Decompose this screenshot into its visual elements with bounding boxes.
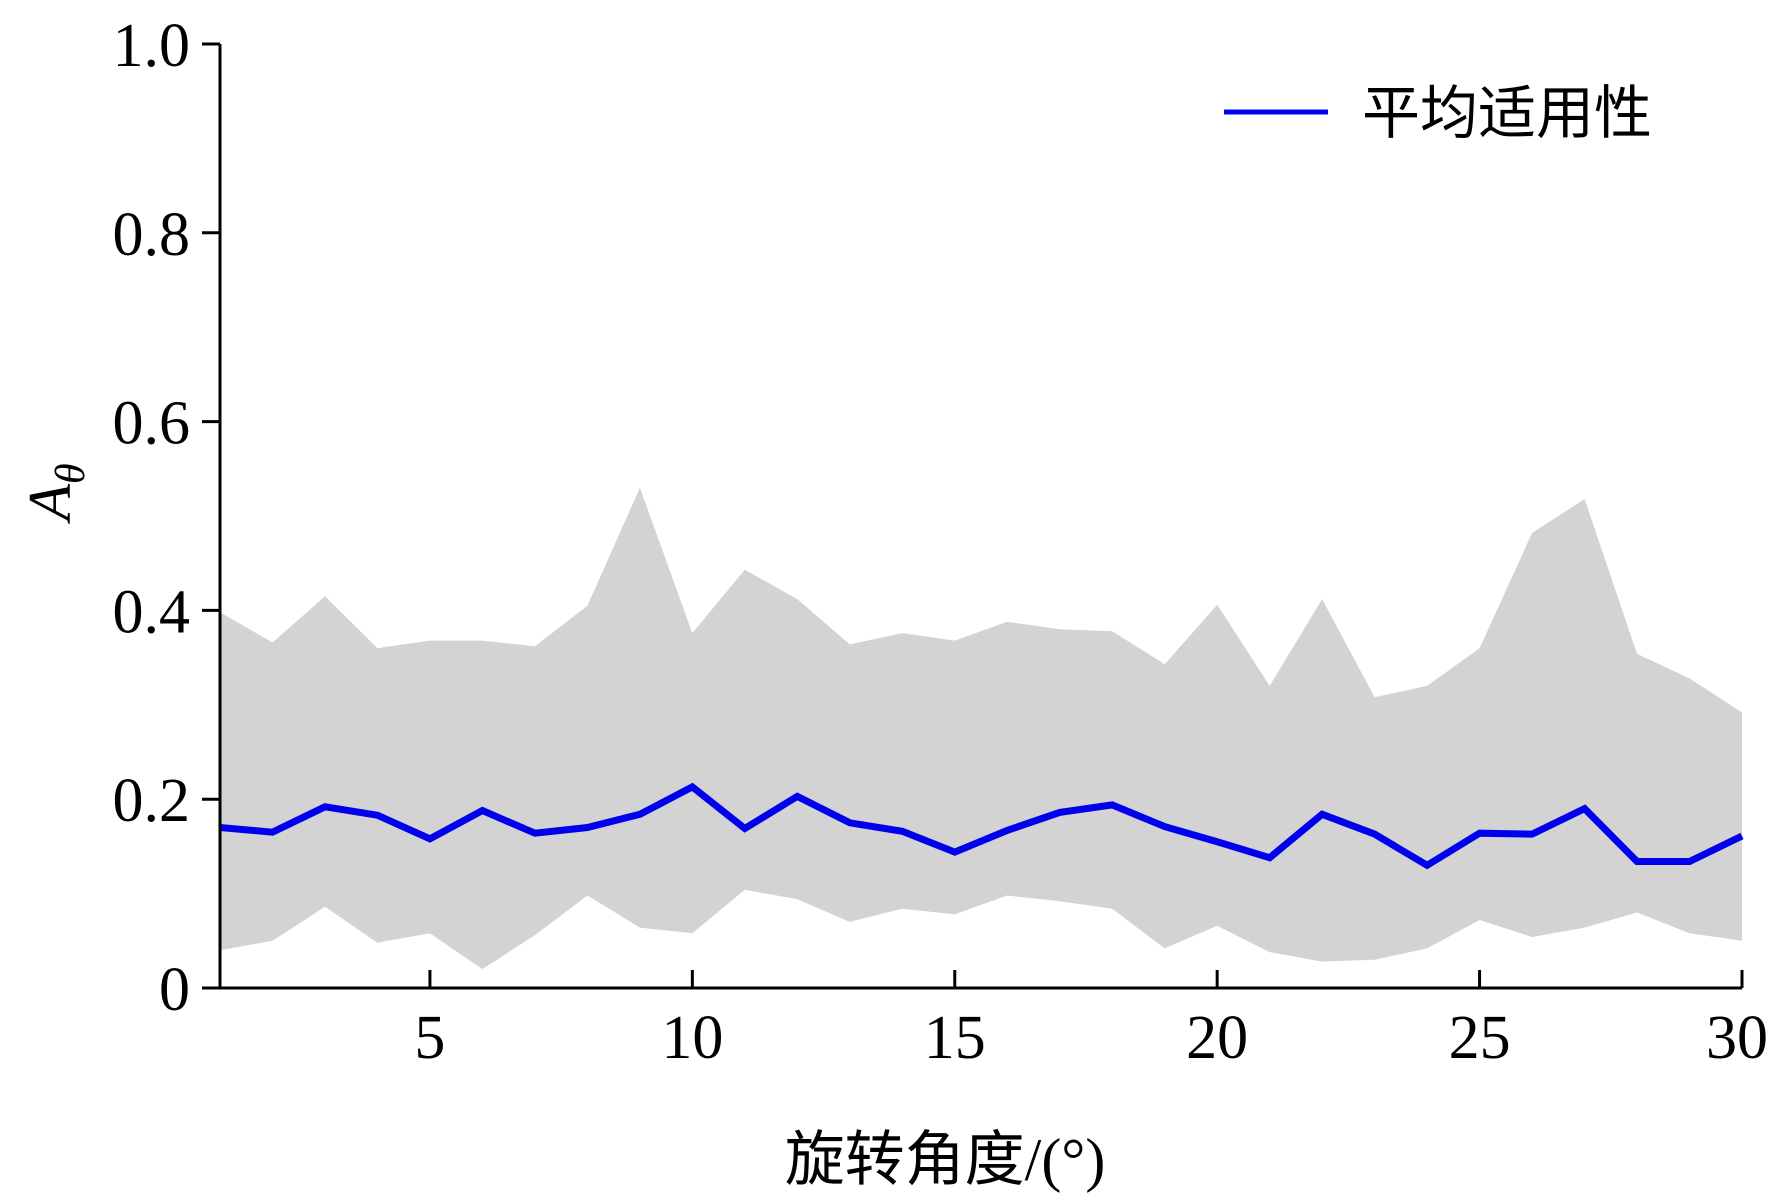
- y-axis-title-main: A: [17, 484, 83, 525]
- series-line-0: [219, 782, 1744, 870]
- y-axis-title-sub: θ: [48, 463, 94, 484]
- x-tick-label: 5: [414, 1004, 445, 1072]
- axes: [218, 44, 1742, 990]
- x-tick-label: 25: [1449, 1004, 1511, 1072]
- x-tick-label: 10: [661, 1004, 723, 1072]
- y-tick-label: 0: [159, 956, 190, 1024]
- range-band: [220, 487, 1742, 970]
- legend-label: 平均适用性: [1362, 81, 1652, 146]
- y-tick-label: 0.2: [113, 767, 191, 835]
- x-tick-label: 15: [924, 1004, 986, 1072]
- y-axis-title: Aθ: [17, 463, 94, 524]
- x-axis-title: 旋转角度/(°): [785, 1127, 1106, 1193]
- x-tick-label: 30: [1706, 1004, 1768, 1072]
- x-tick-label: 20: [1186, 1004, 1248, 1072]
- y-tick-label: 0.4: [113, 578, 191, 646]
- y-tick-label: 0.6: [113, 390, 191, 458]
- plot-area: [219, 487, 1744, 970]
- y-tick-label: 1.0: [113, 12, 191, 80]
- y-tick-label: 0.8: [113, 201, 191, 269]
- ticks: 0 0.2 0.4 0.6 0.8 1.0 5 10 15 20 25 30: [113, 12, 1769, 1072]
- legend: 平均适用性: [1224, 81, 1652, 146]
